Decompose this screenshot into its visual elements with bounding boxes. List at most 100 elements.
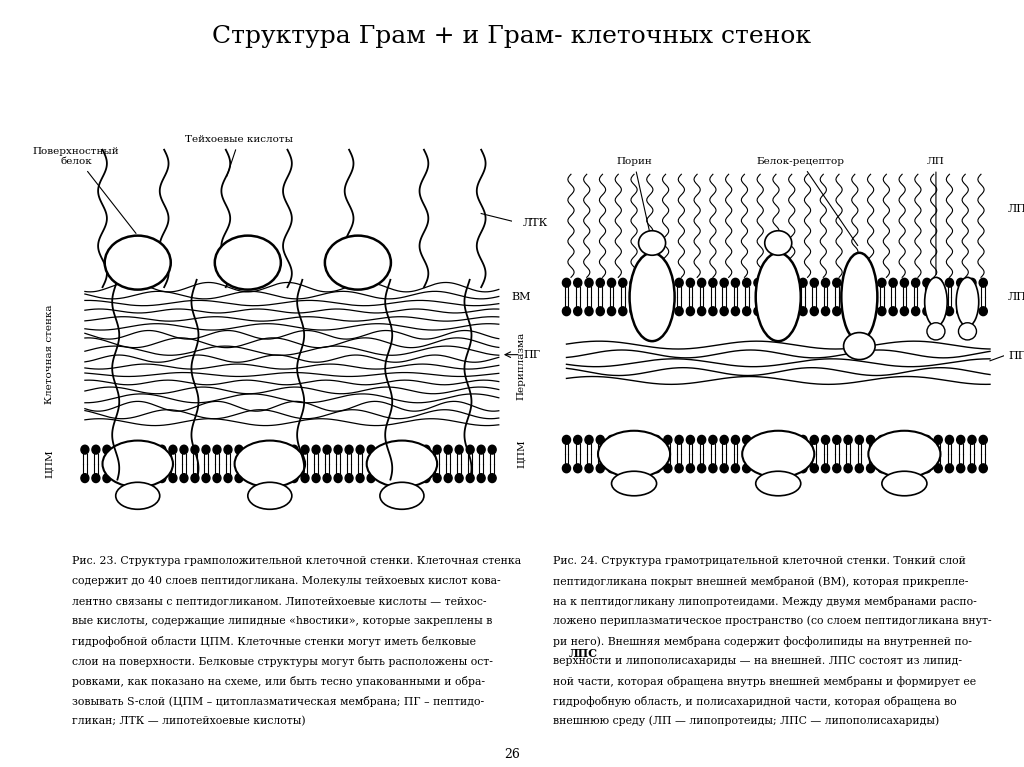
Circle shape [92,474,100,482]
Text: ри него). Внешняя мембрана содержит фосфолипиды на внутренней по-: ри него). Внешняя мембрана содержит фосф… [553,636,972,647]
Circle shape [923,278,931,287]
Circle shape [618,436,627,444]
Circle shape [585,278,593,287]
Circle shape [630,307,638,316]
Circle shape [356,445,365,454]
Circle shape [301,474,309,482]
Ellipse shape [958,323,977,340]
Circle shape [810,436,818,444]
Circle shape [378,445,386,454]
Circle shape [202,445,210,454]
Circle shape [356,474,365,482]
Circle shape [855,307,863,316]
Circle shape [345,445,353,454]
Circle shape [158,474,166,482]
Circle shape [776,278,784,287]
Circle shape [866,436,874,444]
Circle shape [257,445,265,454]
Circle shape [889,436,897,444]
Circle shape [81,474,89,482]
Circle shape [945,307,953,316]
Circle shape [821,307,829,316]
Circle shape [585,436,593,444]
Ellipse shape [956,278,979,327]
Circle shape [477,474,485,482]
Circle shape [596,307,604,316]
Circle shape [810,278,818,287]
Circle shape [585,464,593,472]
Circle shape [731,278,739,287]
Circle shape [301,445,309,454]
Circle shape [889,464,897,472]
Ellipse shape [927,323,945,340]
Circle shape [664,278,672,287]
Circle shape [866,278,874,287]
Circle shape [686,307,694,316]
Circle shape [224,474,232,482]
Ellipse shape [367,440,437,487]
Circle shape [422,474,430,482]
Circle shape [125,445,133,454]
Circle shape [810,307,818,316]
Circle shape [114,474,122,482]
Text: ЦПМ: ЦПМ [517,439,526,469]
Circle shape [844,278,852,287]
Circle shape [833,278,841,287]
Circle shape [878,307,886,316]
Circle shape [742,307,751,316]
Circle shape [866,307,874,316]
Circle shape [596,278,604,287]
Text: ровками, как показано на схеме, или быть тесно упакованными и обра-: ровками, как показано на схеме, или быть… [72,676,484,686]
Circle shape [923,464,931,472]
Text: ной части, которая обращена внутрь внешней мембраны и формирует ее: ной части, которая обращена внутрь внешн… [553,676,976,686]
Circle shape [956,436,965,444]
Ellipse shape [756,253,801,341]
Circle shape [607,464,615,472]
Circle shape [866,464,874,472]
Circle shape [630,436,638,444]
Circle shape [878,436,886,444]
Circle shape [945,278,953,287]
Circle shape [923,307,931,316]
Ellipse shape [844,333,876,360]
Circle shape [979,464,987,472]
Circle shape [664,436,672,444]
Circle shape [136,445,144,454]
Ellipse shape [611,471,656,495]
Circle shape [191,474,199,482]
Text: зовывать S-слой (ЦПМ – цитоплазматическая мембрана; ПГ – пептидо-: зовывать S-слой (ЦПМ – цитоплазматическа… [72,696,483,706]
Text: ЦПМ: ЦПМ [45,449,54,478]
Circle shape [968,436,976,444]
Circle shape [956,307,965,316]
Circle shape [686,278,694,287]
Circle shape [456,445,463,454]
Circle shape [573,307,582,316]
Circle shape [765,464,773,472]
Text: содержит до 40 слоев пептидогликана. Молекулы тейхоевых кислот кова-: содержит до 40 слоев пептидогликана. Мол… [72,576,501,586]
Circle shape [664,307,672,316]
Circle shape [956,278,965,287]
Circle shape [652,464,660,472]
Circle shape [889,307,897,316]
Circle shape [934,307,942,316]
Circle shape [787,436,796,444]
Text: 26: 26 [504,748,520,761]
Circle shape [562,464,570,472]
Circle shape [844,464,852,472]
Text: ПГ: ПГ [1008,351,1024,361]
Circle shape [596,464,604,472]
Circle shape [675,436,683,444]
Text: Клеточная стенка: Клеточная стенка [45,305,54,404]
Circle shape [810,464,818,472]
Circle shape [742,464,751,472]
Circle shape [787,464,796,472]
Circle shape [742,436,751,444]
Circle shape [236,474,243,482]
Circle shape [334,445,342,454]
Circle shape [833,436,841,444]
Text: вые кислоты, содержащие липидные «hвостики», которые закреплены в: вые кислоты, содержащие липидные «hвости… [72,616,493,626]
Circle shape [444,474,453,482]
Circle shape [573,436,582,444]
Circle shape [236,445,243,454]
Circle shape [368,445,375,454]
